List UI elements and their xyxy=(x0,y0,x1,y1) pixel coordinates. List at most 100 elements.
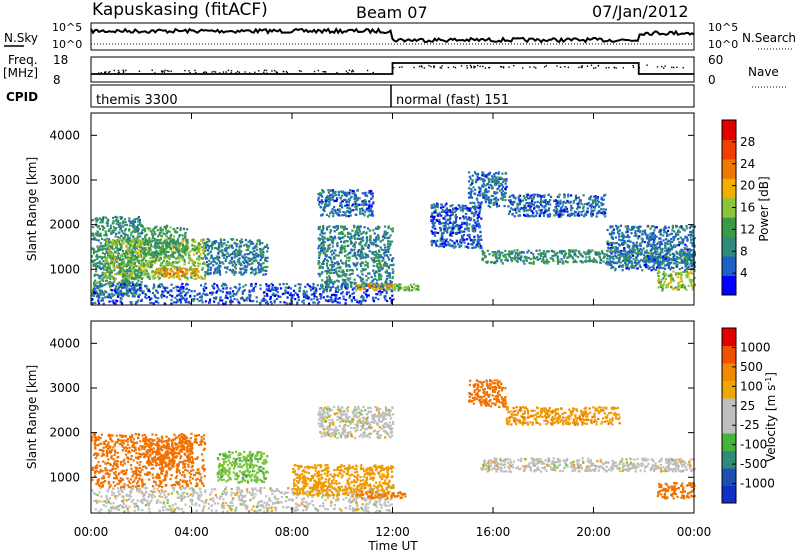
data-cell xyxy=(154,242,157,245)
data-cell xyxy=(187,252,190,255)
data-cell xyxy=(103,290,107,293)
nave-point xyxy=(556,65,558,67)
data-cell xyxy=(517,214,520,217)
data-cell xyxy=(170,283,173,286)
data-cell xyxy=(340,285,343,288)
data-cell xyxy=(504,249,507,253)
data-cell xyxy=(297,296,300,299)
data-cell xyxy=(329,231,332,234)
data-cell xyxy=(230,253,233,256)
data-cell xyxy=(471,205,474,208)
data-cell xyxy=(462,207,465,210)
data-cell xyxy=(589,198,592,201)
data-cell xyxy=(109,277,112,281)
data-cell xyxy=(155,289,158,292)
data-cell xyxy=(389,297,392,300)
data-cell xyxy=(150,271,154,274)
data-cell xyxy=(108,293,111,296)
data-cell xyxy=(177,300,180,303)
data-cell xyxy=(172,271,175,274)
data-cell xyxy=(181,274,184,278)
data-cell xyxy=(160,250,163,253)
data-cell xyxy=(130,251,134,254)
data-cell xyxy=(438,218,441,222)
data-cell xyxy=(476,198,479,201)
data-cell xyxy=(451,223,455,226)
data-cell xyxy=(145,239,148,243)
data-cell xyxy=(479,193,482,196)
data-cell xyxy=(540,210,543,213)
nave-point xyxy=(632,66,635,69)
nsearch-label: N.Search xyxy=(742,31,796,45)
data-cell xyxy=(365,231,368,234)
data-cell xyxy=(122,236,125,240)
power-marks xyxy=(91,171,697,305)
data-cell xyxy=(109,256,112,260)
data-cell xyxy=(233,297,236,301)
data-cell xyxy=(91,232,95,235)
data-cell xyxy=(233,285,236,288)
data-cell xyxy=(214,240,217,243)
data-cell xyxy=(377,290,380,293)
data-cell xyxy=(221,290,224,293)
data-cell xyxy=(192,240,195,244)
data-cell xyxy=(519,208,522,211)
data-cell xyxy=(106,237,109,240)
data-cell xyxy=(219,299,222,302)
data-cell xyxy=(145,248,148,251)
data-cell xyxy=(357,234,360,237)
data-cell xyxy=(326,270,329,273)
nave-point xyxy=(168,70,170,72)
data-cell xyxy=(94,217,97,220)
data-cell xyxy=(173,276,176,279)
data-cell xyxy=(182,239,185,242)
data-cell xyxy=(504,171,507,175)
data-cell xyxy=(231,246,234,250)
data-cell xyxy=(513,215,516,218)
data-cell xyxy=(142,266,145,269)
data-cell xyxy=(259,250,262,253)
data-cell xyxy=(108,269,111,272)
data-cell xyxy=(451,211,454,215)
data-cell xyxy=(471,246,474,250)
data-cell xyxy=(101,263,104,266)
nave-point xyxy=(238,71,240,73)
data-cell xyxy=(332,255,336,258)
data-cell xyxy=(160,253,163,256)
data-cell xyxy=(340,288,343,291)
data-cell xyxy=(255,252,258,255)
data-cell xyxy=(193,260,196,263)
data-cell xyxy=(361,192,364,195)
data-cell xyxy=(336,273,339,276)
data-cell xyxy=(328,215,331,218)
data-cell xyxy=(264,256,267,260)
data-cell xyxy=(133,270,136,273)
data-cell xyxy=(203,277,206,280)
data-cell xyxy=(241,297,245,301)
data-cell xyxy=(327,189,330,192)
data-cell xyxy=(186,247,189,250)
data-cell xyxy=(156,256,159,259)
data-cell xyxy=(465,228,468,231)
nave-point xyxy=(466,67,468,69)
nave-point xyxy=(322,71,324,73)
data-cell xyxy=(125,277,128,281)
data-cell xyxy=(203,238,206,241)
data-cell xyxy=(100,245,103,248)
data-cell xyxy=(119,228,122,231)
data-cell xyxy=(246,253,249,256)
data-cell xyxy=(359,212,362,215)
data-cell xyxy=(190,273,193,276)
data-cell xyxy=(449,238,452,242)
data-cell xyxy=(236,291,239,294)
data-cell xyxy=(120,267,123,270)
data-cell xyxy=(98,217,101,220)
data-cell xyxy=(475,179,478,182)
data-cell xyxy=(157,252,160,255)
data-cell xyxy=(120,216,124,219)
data-cell xyxy=(153,245,157,248)
data-cell xyxy=(125,250,128,253)
data-cell xyxy=(92,264,95,267)
data-cell xyxy=(103,238,106,241)
data-cell xyxy=(384,246,387,249)
